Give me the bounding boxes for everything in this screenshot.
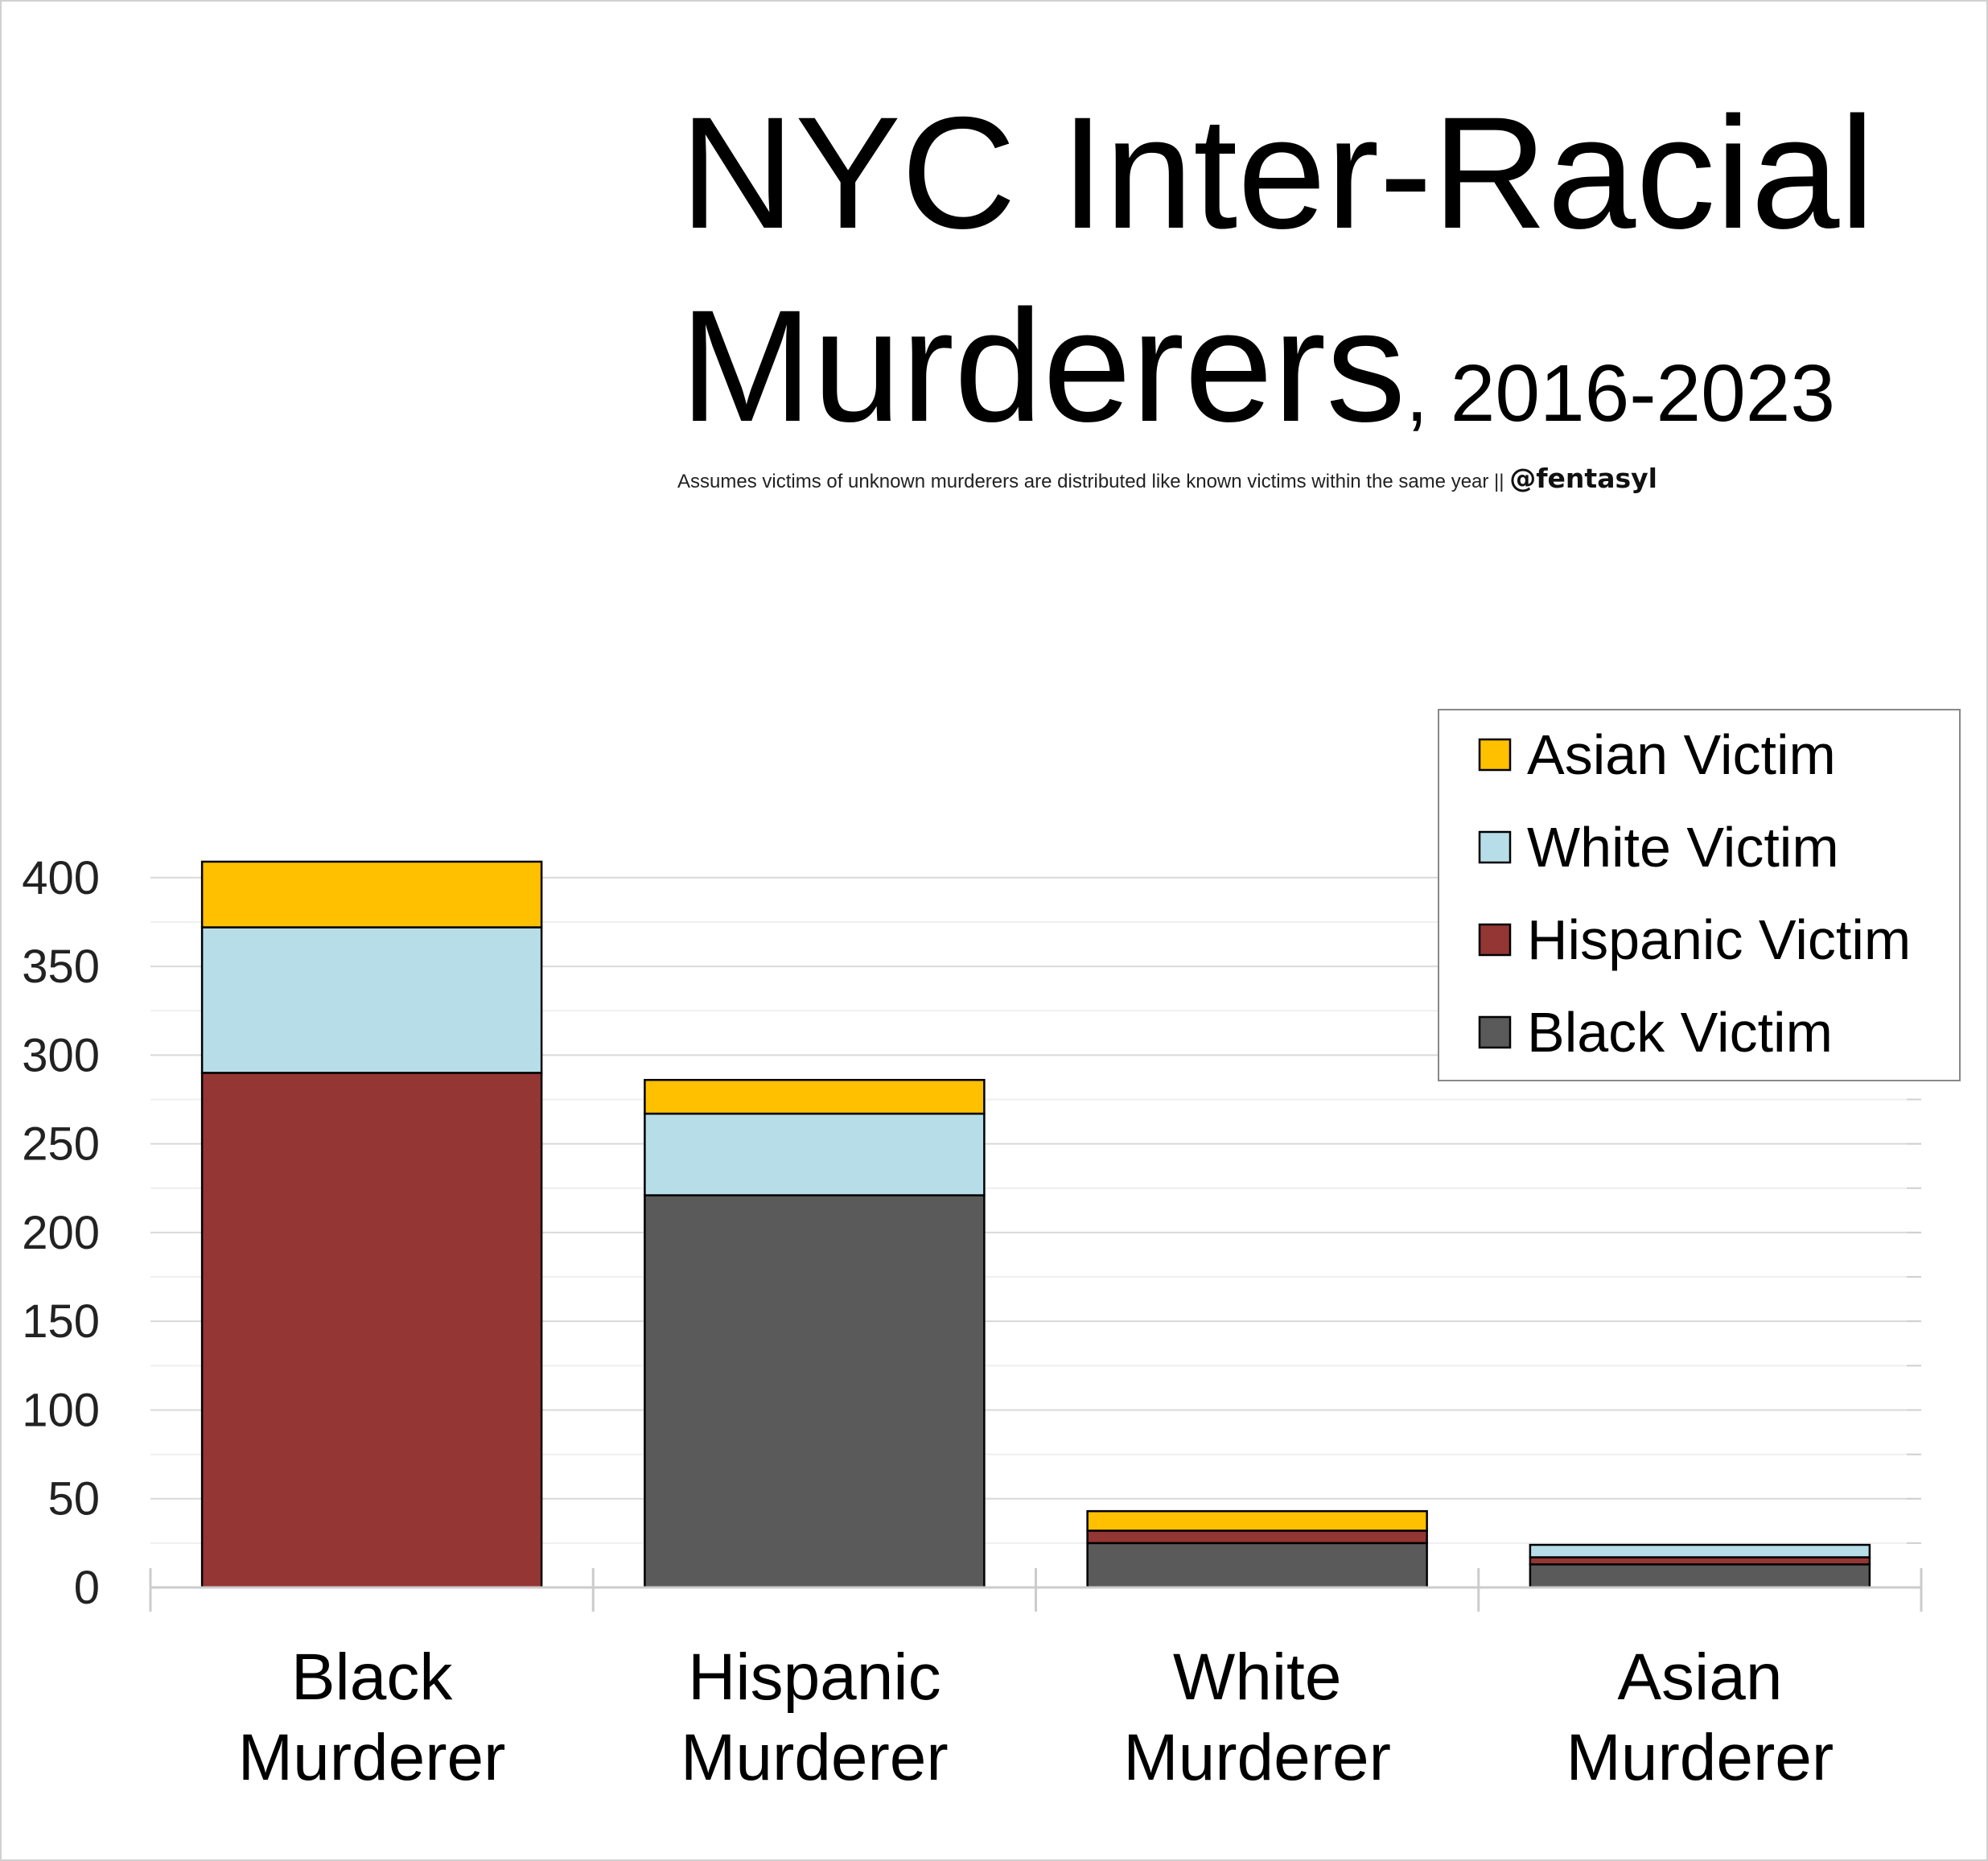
chart-title-line-1: NYC Inter-Racial xyxy=(680,84,1875,261)
y-tick-label: 0 xyxy=(74,1562,100,1614)
x-category-label: Murderer xyxy=(1566,1721,1834,1794)
bar-segment-white-victim xyxy=(200,926,543,1074)
chart-title-line-2: Murderers, 2016-2023 xyxy=(680,277,1835,455)
legend-box xyxy=(1438,709,1961,1081)
y-tick-label: 150 xyxy=(22,1295,100,1348)
bar-segment-black-victim xyxy=(1086,1542,1428,1589)
bar-segment-asian-victim xyxy=(200,860,543,928)
legend: Asian Victim White Victim Hispanic Victim B… xyxy=(1438,709,1961,1081)
y-tick-label: 50 xyxy=(47,1473,100,1525)
y-tick-label: 350 xyxy=(22,941,100,993)
chart-title-main: Murderers xyxy=(680,277,1406,455)
legend-label: White Victim xyxy=(1527,816,1839,879)
subtitle-note: Assumes victims of unknown murderers are… xyxy=(677,471,1509,492)
bar-segment-asian-victim xyxy=(644,1078,986,1115)
legend-swatch xyxy=(1478,923,1512,957)
x-category-label: Asian xyxy=(1617,1641,1782,1714)
x-category-label: Murderer xyxy=(238,1721,506,1794)
bar-segment-white-victim xyxy=(1529,1543,1871,1558)
bar-segment-asian-victim xyxy=(1086,1509,1428,1532)
legend-swatch xyxy=(1478,738,1512,772)
x-category-label: White xyxy=(1173,1641,1342,1714)
x-category-label: Murderer xyxy=(681,1721,949,1794)
x-category-label: Murderer xyxy=(1123,1721,1391,1794)
legend-swatch xyxy=(1478,830,1512,864)
bar-segment-white-victim xyxy=(644,1112,986,1196)
bar-segment-hispanic-victim xyxy=(1529,1556,1871,1566)
chart-subtitle: Assumes victims of unknown murderers are… xyxy=(677,463,1657,494)
y-tick-label: 400 xyxy=(22,852,100,904)
y-axis-tick-labels: 0 50 100 150 200 250 300 350 400 xyxy=(22,852,100,1614)
y-tick-label: 250 xyxy=(22,1118,100,1171)
chart-title-block: NYC Inter-Racial Murderers, 2016-2023 As… xyxy=(677,84,1875,494)
x-axis-category-labels: BlackMurdererHispanicMurdererWhiteMurder… xyxy=(238,1641,1834,1794)
bar-segment-hispanic-victim xyxy=(200,1072,543,1589)
x-category-label: Hispanic xyxy=(688,1641,940,1714)
legend-label: Asian Victim xyxy=(1527,723,1836,786)
y-tick-label: 300 xyxy=(22,1029,100,1081)
bars xyxy=(200,860,1871,1589)
chart-title-suffix: , 2016-2023 xyxy=(1406,348,1835,438)
legend-label: Black Victim xyxy=(1527,1001,1833,1064)
legend-label: Hispanic Victim xyxy=(1527,908,1911,971)
y-tick-label: 200 xyxy=(22,1207,100,1259)
bar-segment-black-victim xyxy=(644,1194,986,1589)
y-tick-label: 100 xyxy=(22,1384,100,1436)
legend-swatch xyxy=(1478,1015,1512,1049)
x-category-label: Black xyxy=(291,1641,454,1714)
bar-segment-black-victim xyxy=(1529,1563,1871,1589)
x-axis xyxy=(149,1568,1923,1612)
author-handle: @fentasyl xyxy=(1509,463,1657,494)
bar-segment-hispanic-victim xyxy=(1086,1530,1428,1545)
